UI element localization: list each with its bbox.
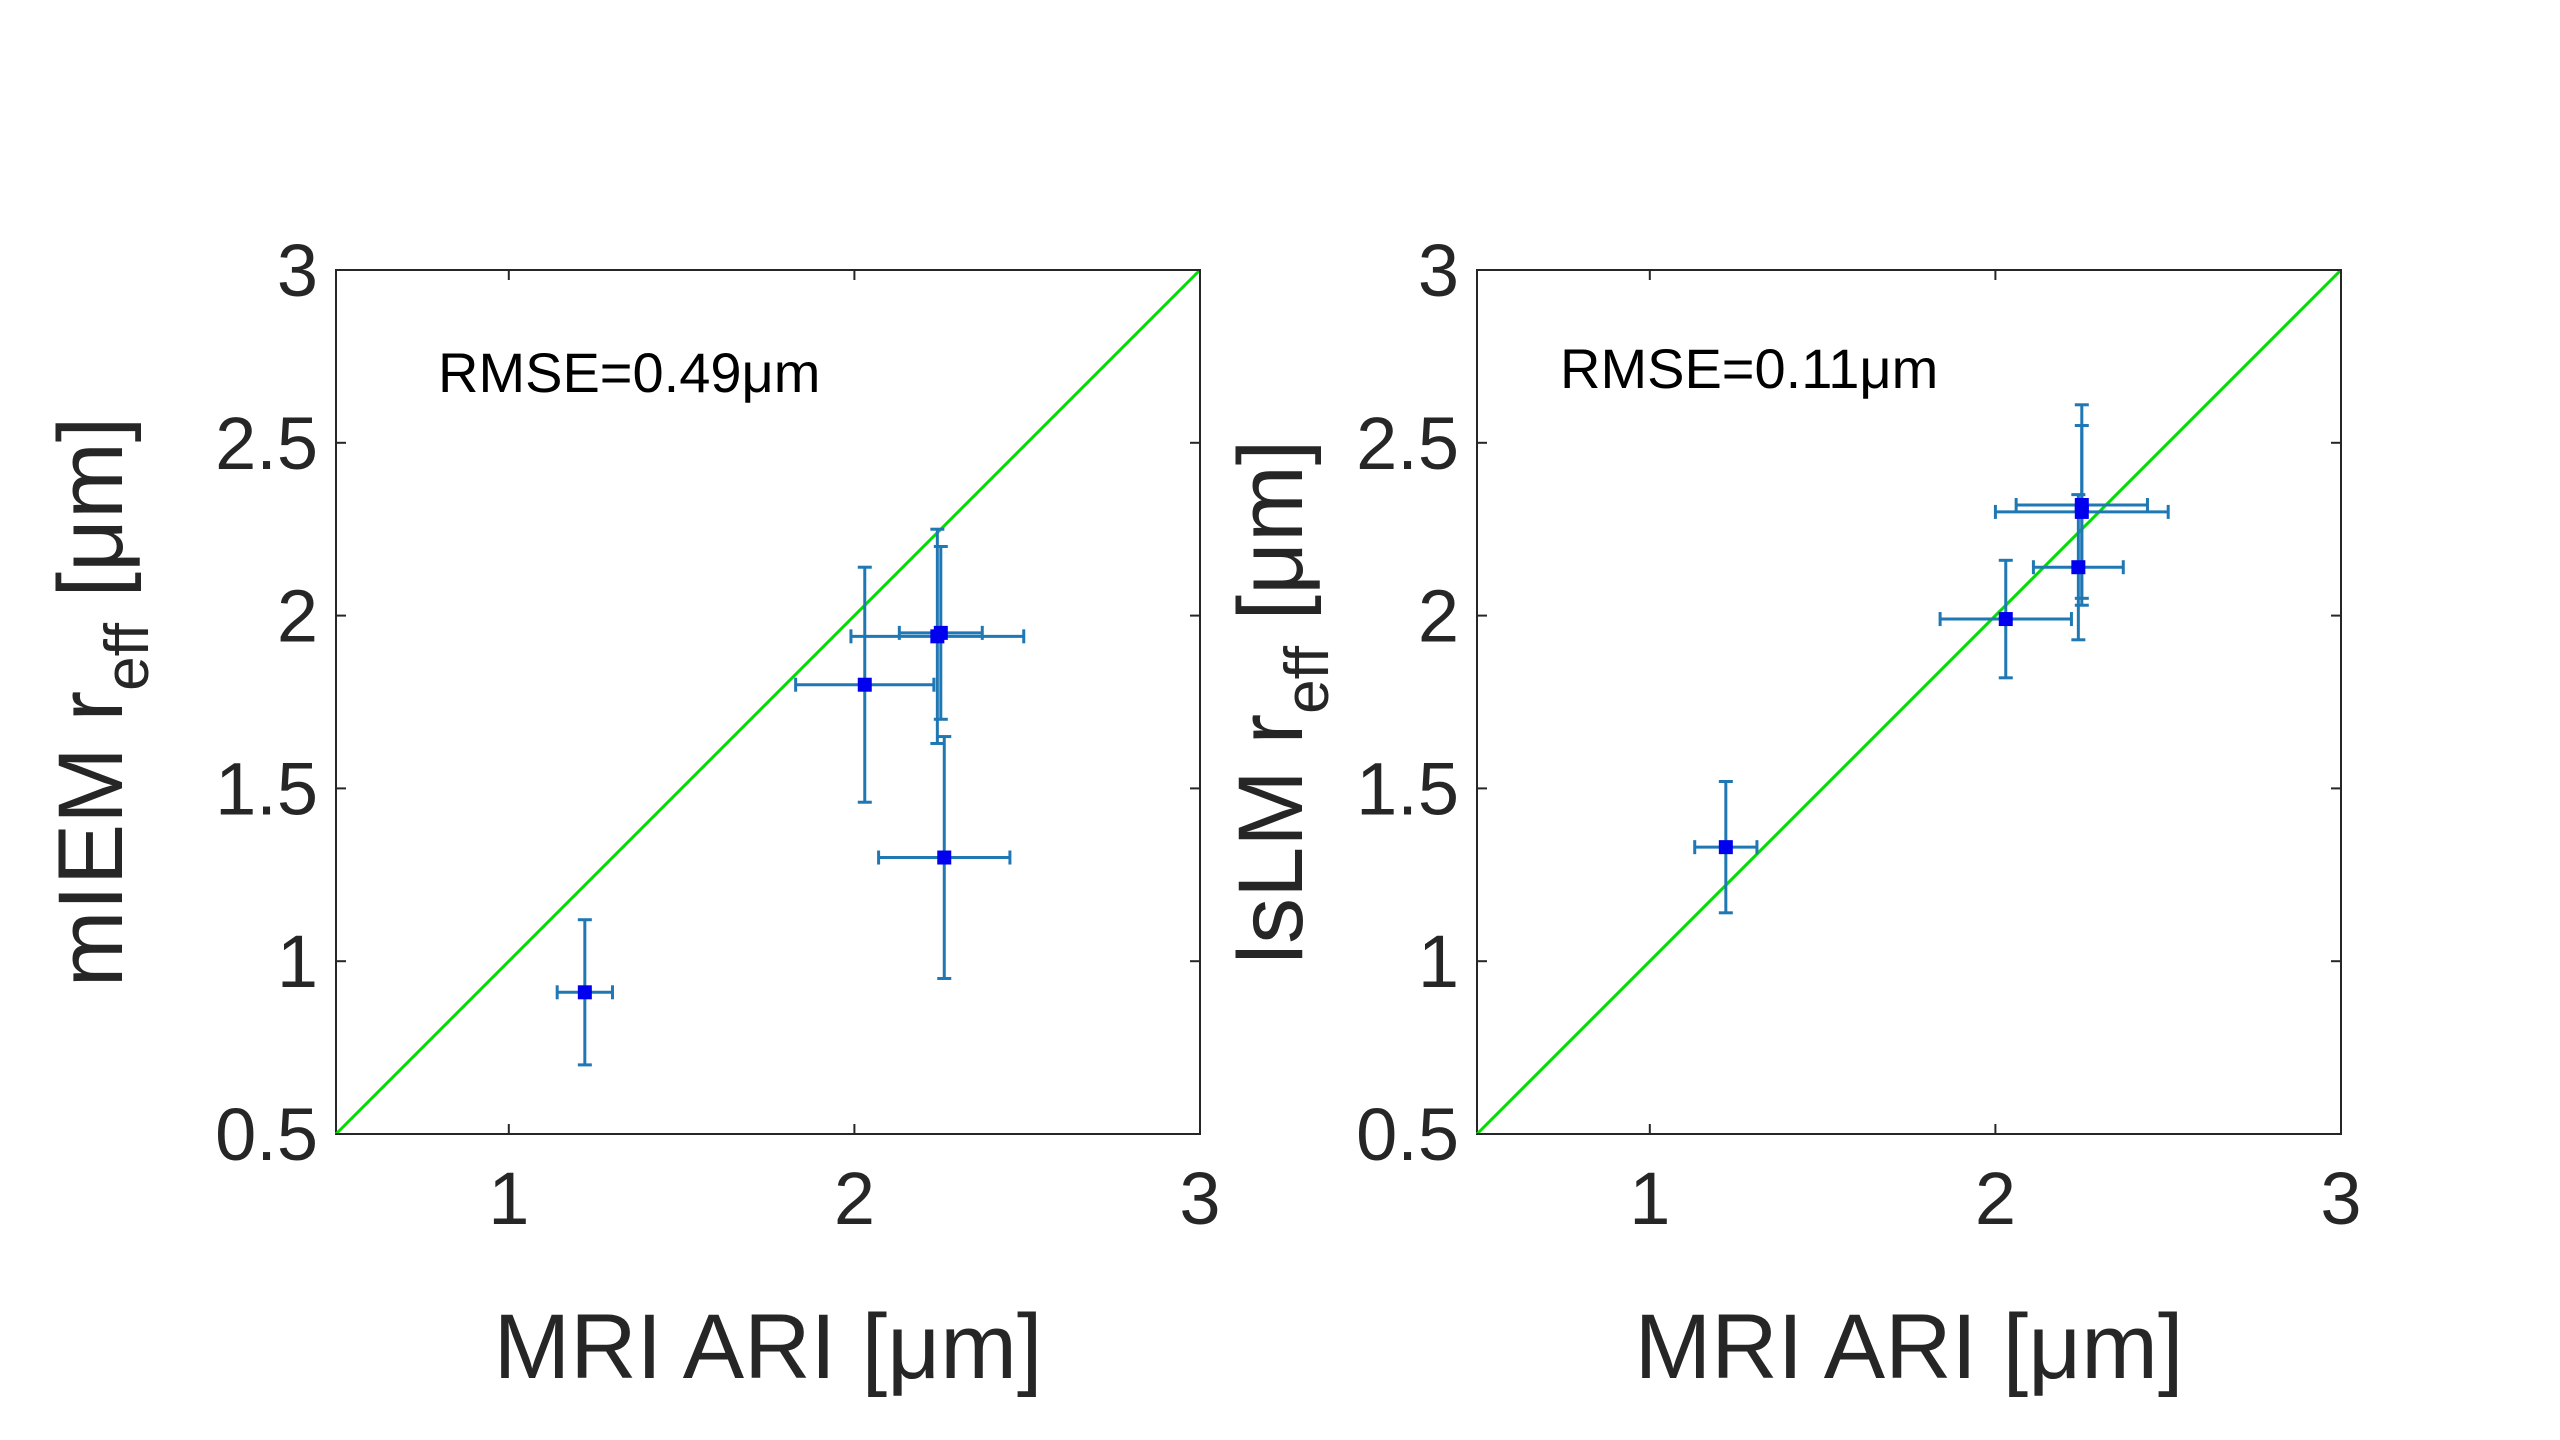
data-point-marker	[2074, 504, 2089, 519]
tick-marks	[1477, 269, 2342, 1135]
rmse-annotation: RMSE=0.11μm	[1560, 337, 1938, 400]
y-tick-label: 3	[277, 229, 318, 312]
plot-area-frame	[335, 269, 1201, 1135]
x-tick-labels: 1 2 3	[488, 1157, 1220, 1240]
y-tick-label: 1.5	[1356, 747, 1459, 830]
identity-line-layer	[334, 268, 1202, 1136]
x-tick-label: 2	[1975, 1157, 2016, 1240]
marker-layer	[1718, 498, 2089, 855]
y-tick-label: 0.5	[1356, 1093, 1459, 1176]
y-axis-label-subscript: eff	[93, 622, 162, 691]
x-tick-label: 1	[1629, 1157, 1670, 1240]
y-tick-label: 3	[1418, 229, 1459, 312]
data-point-marker	[1718, 840, 1733, 855]
y-tick-label: 1	[1418, 920, 1459, 1003]
x-tick-label: 2	[834, 1157, 875, 1240]
data-point-marker	[857, 677, 872, 692]
rmse-annotation: RMSE=0.49μm	[438, 341, 820, 404]
y-tick-label: 0.5	[215, 1093, 318, 1176]
y-axis-label-main: lsLM r	[1220, 714, 1322, 964]
x-tick-label: 3	[1179, 1157, 1220, 1240]
marker-layer	[577, 625, 952, 1000]
data-point-marker	[937, 850, 952, 865]
data-point-marker	[2071, 560, 2086, 575]
x-tick-label: 3	[2320, 1157, 2361, 1240]
identity-line-layer	[1475, 268, 2343, 1136]
x-axis-label: MRI ARI [μm]	[494, 1296, 1043, 1398]
data-point-marker	[577, 985, 592, 1000]
identity-line	[1475, 268, 2343, 1136]
plot-area-frame	[1476, 269, 2342, 1135]
x-axis-label: MRI ARI [μm]	[1635, 1296, 2184, 1398]
data-point-marker	[1998, 612, 2013, 627]
identity-line	[334, 268, 1202, 1136]
y-axis-label-unit: [μm]	[40, 417, 142, 623]
y-tick-label: 2	[277, 575, 318, 658]
y-tick-labels: 0.5 1 1.5 2 2.5 3	[1356, 229, 1459, 1176]
y-tick-label: 2.5	[1356, 402, 1459, 485]
y-axis-label-main: mIEM r	[40, 691, 142, 987]
left-scatter-panel: 0.5 1 1.5 2 2.5 3 1 2 3 RMSE=0.49μm MRI ARI [μm…	[40, 229, 1221, 1398]
y-axis-label-unit: [μm]	[1220, 440, 1322, 646]
y-tick-label: 2	[1418, 575, 1459, 658]
y-axis-label: lsLM reff [μm]	[1220, 440, 1342, 965]
data-point-marker	[933, 625, 948, 640]
y-tick-label: 1	[277, 920, 318, 1003]
x-tick-label: 1	[488, 1157, 529, 1240]
y-tick-label: 2.5	[215, 402, 318, 485]
x-tick-labels: 1 2 3	[1629, 1157, 2361, 1240]
y-axis-label-subscript: eff	[1273, 645, 1342, 714]
y-axis-label: mIEM reff [μm]	[40, 417, 162, 988]
right-scatter-panel: 0.5 1 1.5 2 2.5 3 1 2 3 RMSE=0.11μm MRI ARI [μm…	[1220, 229, 2362, 1398]
tick-marks	[336, 269, 1201, 1135]
y-tick-labels: 0.5 1 1.5 2 2.5 3	[215, 229, 318, 1176]
y-tick-label: 1.5	[215, 747, 318, 830]
